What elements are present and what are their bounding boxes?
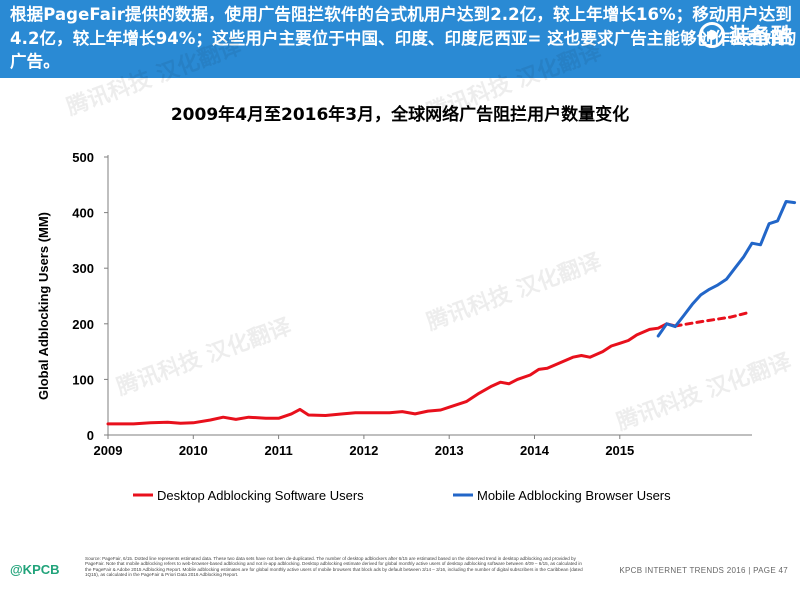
header-banner: 根据PageFair提供的数据，使用广告阻拦软件的台式机用户达到2.2亿，较上年… (0, 0, 800, 78)
chart-title: 2009年4月至2016年3月，全球网络广告阻拦用户数量变化 (170, 105, 630, 125)
x-tick-label: 2009 (94, 443, 123, 458)
y-tick-label: 200 (72, 317, 94, 332)
y-tick-label: 400 (72, 206, 94, 221)
banner-text: 根据PageFair提供的数据，使用广告阻拦软件的台式机用户达到2.2亿，较上年… (10, 5, 797, 71)
x-tick-label: 2010 (179, 443, 208, 458)
watermark-text: 腾讯科技 汉化翻译 (613, 348, 795, 436)
desktop-series-line (106, 322, 677, 426)
watermark-text: 腾讯科技 汉化翻译 (423, 248, 605, 336)
kpcb-brand: @KPCB (10, 562, 60, 577)
mobile-series-line (656, 200, 797, 338)
watermark-text: 腾讯科技 汉化翻译 (63, 33, 245, 121)
y-tick-label: 0 (87, 428, 94, 443)
legend-label: Desktop Adblocking Software Users (157, 488, 364, 503)
y-tick-label: 100 (72, 372, 94, 387)
logo-icon (699, 22, 725, 48)
source-note: Source: PageFair, 6/15. Dotted line repr… (85, 556, 583, 578)
y-axis-label: Global Adblocking Users (MM) (36, 212, 51, 400)
x-tick-label: 2013 (435, 443, 464, 458)
x-tick-label: 2014 (520, 443, 550, 458)
y-tick-label: 500 (72, 150, 94, 165)
logo-text: 装备酷 (729, 24, 792, 48)
x-tick-label: 2011 (264, 443, 292, 458)
y-tick-label: 300 (72, 261, 94, 276)
page-label: KPCB INTERNET TRENDS 2016 | PAGE 47 (619, 566, 788, 575)
desktop-estimated-line (673, 311, 750, 328)
legend-label: Mobile Adblocking Browser Users (477, 488, 671, 503)
brand-logo: 装备酷 (699, 20, 792, 50)
watermark-text: 腾讯科技 汉化翻译 (423, 38, 605, 126)
x-tick-label: 2015 (605, 443, 634, 458)
x-tick-label: 2012 (349, 443, 378, 458)
watermark-text: 腾讯科技 汉化翻译 (113, 313, 295, 401)
